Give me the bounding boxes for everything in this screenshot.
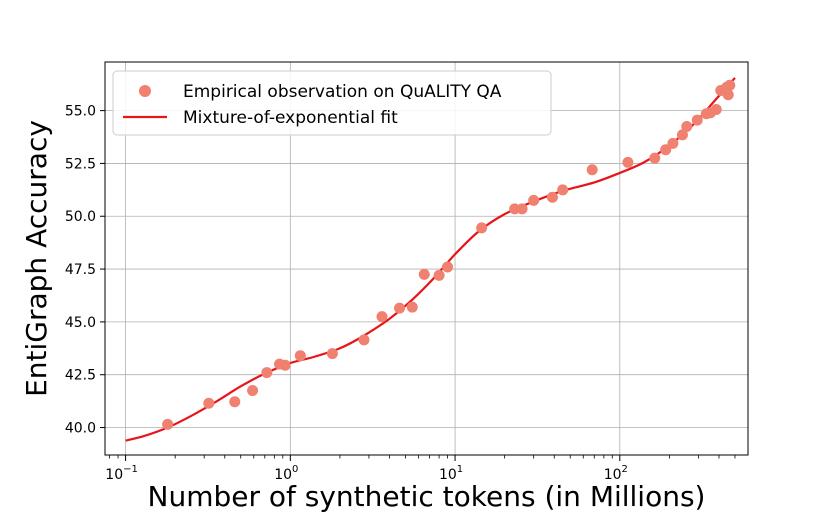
data-point	[691, 114, 703, 126]
x-tick-label: 102	[604, 464, 628, 483]
scatter-points	[162, 79, 736, 430]
legend-box	[112, 70, 552, 136]
data-point	[516, 203, 528, 215]
data-point	[229, 396, 241, 408]
fit-line-layer	[125, 77, 736, 442]
data-point	[247, 385, 259, 397]
y-tick-label: 42.5	[65, 368, 96, 384]
data-point	[433, 269, 445, 281]
data-point	[326, 348, 338, 360]
data-point	[724, 79, 736, 91]
data-point	[649, 152, 661, 164]
data-point	[722, 89, 734, 101]
data-point	[162, 418, 174, 430]
plot-frame	[104, 61, 749, 456]
y-tick-label: 47.5	[65, 262, 96, 278]
data-point	[528, 194, 540, 206]
y-tick-label: 52.5	[65, 156, 96, 172]
y-axis-title: EntiGraph Accuracy	[20, 120, 53, 397]
y-tick-label: 45.0	[65, 315, 96, 331]
fit-line	[125, 77, 736, 442]
x-tick-label: 10−1	[105, 464, 138, 483]
data-point	[442, 261, 454, 273]
x-tick-label: 100	[274, 464, 298, 483]
data-point	[667, 137, 679, 149]
data-point	[406, 301, 418, 313]
y-tick-label: 55.0	[65, 104, 96, 120]
data-point	[376, 311, 388, 323]
legend-label-line: Mixture-of-exponential fit	[183, 108, 398, 128]
data-point	[476, 222, 488, 234]
axis-ticks: 40.0 42.5 45.0 47.5 50.0 52.5 55.0 10−1 100 101 10…	[65, 104, 736, 483]
y-tick-label: 40.0	[65, 421, 96, 437]
data-point	[203, 397, 215, 409]
data-point	[557, 184, 569, 196]
data-point	[358, 334, 370, 346]
y-tick-label: 50.0	[65, 209, 96, 225]
data-point	[710, 104, 722, 116]
data-point	[622, 156, 634, 168]
x-axis-title: Number of synthetic tokens (in Millions)	[148, 480, 706, 513]
data-point	[418, 268, 430, 280]
x-tick-label: 101	[439, 464, 463, 483]
data-point	[294, 350, 306, 362]
data-point	[676, 129, 688, 141]
legend-label-scatter: Empirical observation on QuALITY QA	[183, 82, 502, 102]
data-point	[546, 191, 558, 203]
data-point	[261, 367, 273, 379]
legend-marker-scatter	[139, 85, 151, 97]
data-point	[394, 302, 406, 314]
data-point	[660, 144, 672, 156]
data-point	[681, 120, 693, 132]
data-point	[586, 164, 598, 176]
data-point	[279, 359, 291, 371]
legend: Empirical observation on QuALITY QA Mixt…	[112, 70, 552, 136]
